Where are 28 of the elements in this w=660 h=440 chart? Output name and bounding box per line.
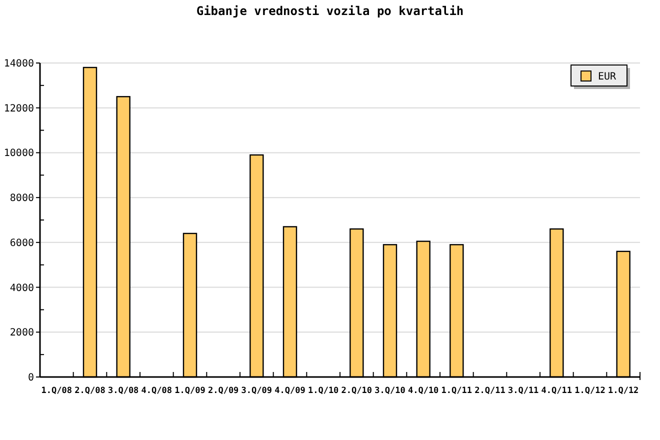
- x-tick-label: 3.Q/11: [508, 386, 539, 396]
- x-tick-label: 2.Q/10: [341, 386, 372, 396]
- x-tick-label: 1.Q/12: [574, 386, 606, 396]
- x-tick-label: 4.Q/09: [274, 386, 306, 396]
- x-tick-label: 3.Q/10: [374, 386, 406, 396]
- x-tick-label: 2.Q/09: [208, 386, 239, 396]
- x-tick-label: 1.Q/11: [441, 386, 472, 396]
- y-tick-label: 10000: [4, 148, 34, 160]
- y-tick-label: 12000: [4, 103, 34, 114]
- y-tick-label: 8000: [10, 193, 34, 204]
- y-tick-label: 4000: [10, 282, 34, 294]
- x-tick-label: 1.Q/08: [41, 386, 72, 396]
- y-tick-label: 2000: [10, 328, 34, 339]
- x-tick-label: 4.Q/08: [141, 386, 172, 396]
- x-tick-label: 4.Q/10: [408, 386, 439, 396]
- x-tick-label: 2.Q/11: [474, 386, 506, 396]
- y-tick-label: 14000: [4, 58, 34, 70]
- x-tick-label: 1.Q/12: [608, 386, 639, 396]
- x-tick-label: 3.Q/08: [108, 386, 139, 396]
- x-tick-label: 1.Q/09: [174, 386, 206, 396]
- x-tick-label: 1.Q/10: [308, 386, 339, 396]
- x-tick-label: 3.Q/09: [241, 386, 272, 396]
- chart-title: Gibanje vrednosti vozila po kvartalih: [196, 4, 464, 18]
- y-tick-label: 6000: [10, 238, 34, 249]
- legend-label: EUR: [598, 72, 618, 82]
- x-tick-label: 2.Q/08: [74, 386, 106, 396]
- y-tick-label: 0: [28, 372, 34, 384]
- x-tick-label: 4.Q/11: [541, 386, 572, 396]
